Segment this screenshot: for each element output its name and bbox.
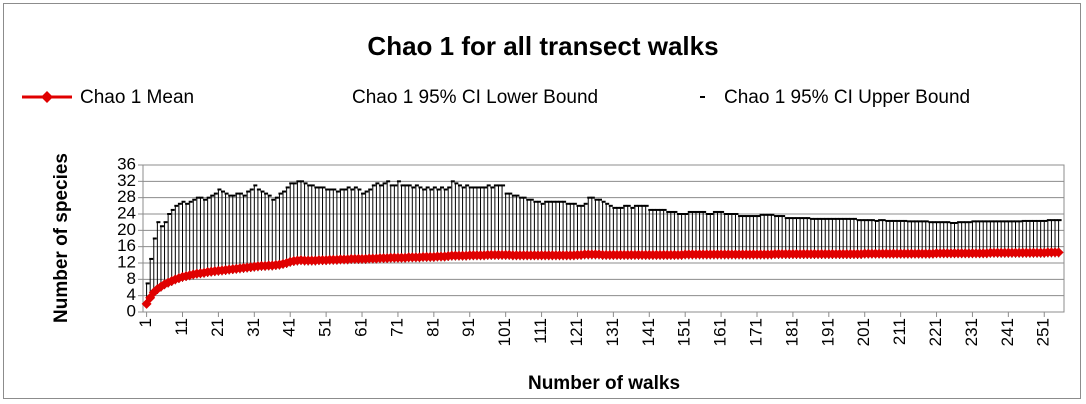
legend-label: Chao 1 95% CI Upper Bound bbox=[724, 87, 970, 108]
y-tick-label: 28 bbox=[117, 187, 136, 206]
x-tick-label: 91 bbox=[459, 318, 478, 337]
x-tick-label: 31 bbox=[244, 318, 263, 337]
y-tick-label: 0 bbox=[127, 301, 136, 320]
x-tick-label: 181 bbox=[782, 318, 801, 346]
x-tick-label: 171 bbox=[746, 318, 765, 346]
chart-title: Chao 1 for all transect walks bbox=[367, 31, 718, 61]
x-tick-label: 151 bbox=[675, 318, 694, 346]
x-tick-label: 41 bbox=[280, 318, 299, 337]
x-tick-label: 71 bbox=[387, 318, 406, 337]
x-axis-label: Number of walks bbox=[528, 373, 680, 394]
legend-label: Chao 1 95% CI Lower Bound bbox=[352, 87, 598, 108]
y-tick-label: 8 bbox=[127, 269, 136, 288]
x-tick-label: 101 bbox=[495, 318, 514, 346]
legend-label: Chao 1 Mean bbox=[80, 87, 194, 108]
x-tick-label: 121 bbox=[567, 318, 586, 346]
x-tick-label: 201 bbox=[854, 318, 873, 346]
x-tick-label: 251 bbox=[1034, 318, 1053, 346]
x-tick-label: 1 bbox=[136, 318, 155, 327]
y-tick-label: 24 bbox=[117, 203, 136, 222]
x-tick-label: 211 bbox=[890, 318, 909, 345]
x-tick-label: 111 bbox=[531, 318, 550, 344]
x-tick-label: 131 bbox=[603, 318, 622, 346]
x-tick-label: 21 bbox=[208, 318, 227, 337]
x-tick-label: 221 bbox=[926, 318, 945, 346]
x-tick-label: 241 bbox=[998, 318, 1017, 346]
x-tick-label: 61 bbox=[352, 318, 371, 337]
y-tick-label: 20 bbox=[117, 220, 136, 239]
y-tick-label: 36 bbox=[117, 154, 136, 173]
y-tick-label: 4 bbox=[127, 285, 136, 304]
y-axis-label: Number of species bbox=[51, 153, 72, 323]
x-tick-label: 11 bbox=[172, 318, 191, 336]
x-tick-label: 51 bbox=[316, 318, 335, 337]
legend: Chao 1 Mean Chao 1 95% CI Lower Bound Ch… bbox=[22, 87, 970, 108]
x-tick-label: 141 bbox=[639, 318, 658, 346]
x-tick-label: 81 bbox=[423, 318, 442, 337]
legend-marker bbox=[41, 91, 53, 103]
x-tick-label: 231 bbox=[962, 318, 981, 346]
y-tick-label: 32 bbox=[117, 171, 136, 190]
mean-marker bbox=[1053, 247, 1064, 258]
plot-frame bbox=[142, 164, 1065, 313]
x-tick-label: 191 bbox=[818, 318, 837, 346]
y-tick-label: 16 bbox=[117, 236, 136, 255]
x-tick-label: 161 bbox=[711, 318, 730, 346]
y-tick-label: 12 bbox=[117, 252, 136, 271]
